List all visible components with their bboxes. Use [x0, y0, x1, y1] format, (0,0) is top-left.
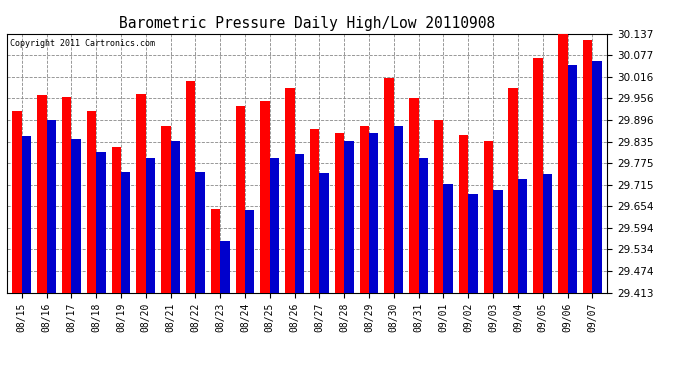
Bar [567, 65, 577, 292]
Bar [592, 61, 602, 292]
Bar [220, 242, 230, 292]
Bar [509, 88, 518, 292]
Bar [245, 210, 255, 292]
Bar [285, 88, 295, 292]
Bar [583, 40, 592, 292]
Bar [518, 179, 527, 292]
Bar [394, 126, 403, 292]
Bar [211, 209, 220, 292]
Bar [369, 133, 379, 292]
Bar [484, 141, 493, 292]
Title: Barometric Pressure Daily High/Low 20110908: Barometric Pressure Daily High/Low 20110… [119, 16, 495, 31]
Bar [419, 159, 428, 292]
Bar [493, 190, 502, 292]
Text: Copyright 2011 Cartronics.com: Copyright 2011 Cartronics.com [10, 39, 155, 48]
Bar [260, 100, 270, 292]
Bar [87, 111, 96, 292]
Bar [359, 126, 369, 292]
Bar [12, 111, 22, 292]
Bar [533, 58, 543, 292]
Bar [270, 158, 279, 292]
Bar [137, 94, 146, 292]
Bar [409, 99, 419, 292]
Bar [96, 152, 106, 292]
Bar [112, 147, 121, 292]
Bar [310, 129, 319, 292]
Bar [319, 173, 329, 292]
Bar [22, 136, 31, 292]
Bar [62, 97, 71, 292]
Bar [121, 172, 130, 292]
Bar [434, 120, 444, 292]
Bar [295, 154, 304, 292]
Bar [47, 120, 56, 292]
Bar [335, 133, 344, 292]
Bar [186, 81, 195, 292]
Bar [71, 139, 81, 292]
Bar [195, 172, 205, 292]
Bar [558, 34, 567, 292]
Bar [161, 126, 170, 292]
Bar [459, 135, 469, 292]
Bar [146, 158, 155, 292]
Bar [444, 184, 453, 292]
Bar [384, 78, 394, 292]
Bar [543, 174, 552, 292]
Bar [235, 106, 245, 292]
Bar [170, 141, 180, 292]
Bar [37, 95, 47, 292]
Bar [344, 141, 354, 292]
Bar [469, 194, 477, 292]
